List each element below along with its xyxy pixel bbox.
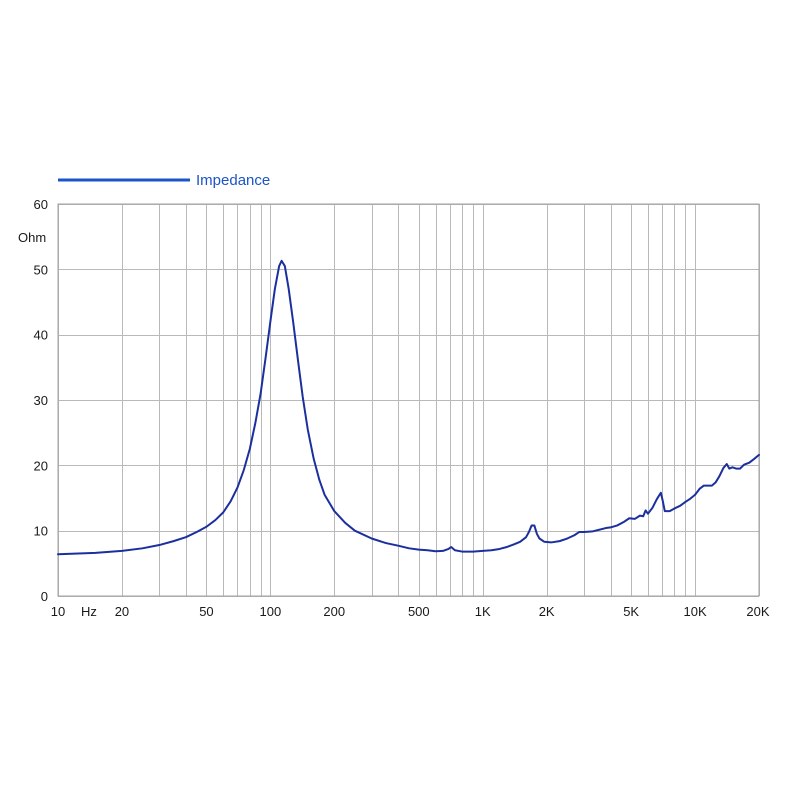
grid-lines xyxy=(58,204,760,597)
x-tick-label: 2K xyxy=(539,604,555,619)
x-tick-label: 5K xyxy=(623,604,639,619)
y-tick-label: 30 xyxy=(34,393,48,408)
x-axis-label: Hz xyxy=(81,604,97,619)
plot-frame xyxy=(57,203,760,597)
x-tick-label: 200 xyxy=(323,604,345,619)
x-tick-label: 20 xyxy=(115,604,129,619)
x-tick-label: 100 xyxy=(260,604,282,619)
y-tick-label: 10 xyxy=(34,524,48,539)
x-tick-label: 1K xyxy=(475,604,491,619)
x-tick-label: 10K xyxy=(684,604,707,619)
x-tick-label: 50 xyxy=(199,604,213,619)
y-axis-label: Ohm xyxy=(18,230,46,245)
impedance-series-line xyxy=(57,259,760,556)
x-tick-label: 20K xyxy=(746,604,769,619)
legend-label-impedance: Impedance xyxy=(196,172,270,189)
y-tick-label: 20 xyxy=(34,458,48,473)
x-tick-label: 10 xyxy=(51,604,65,619)
legend: Impedance xyxy=(58,172,270,189)
y-tick-label: 50 xyxy=(34,262,48,277)
y-tick-label: 0 xyxy=(41,589,48,604)
x-tick-label: 500 xyxy=(408,604,430,619)
y-tick-label: 40 xyxy=(34,328,48,343)
y-tick-label: 60 xyxy=(34,197,48,212)
